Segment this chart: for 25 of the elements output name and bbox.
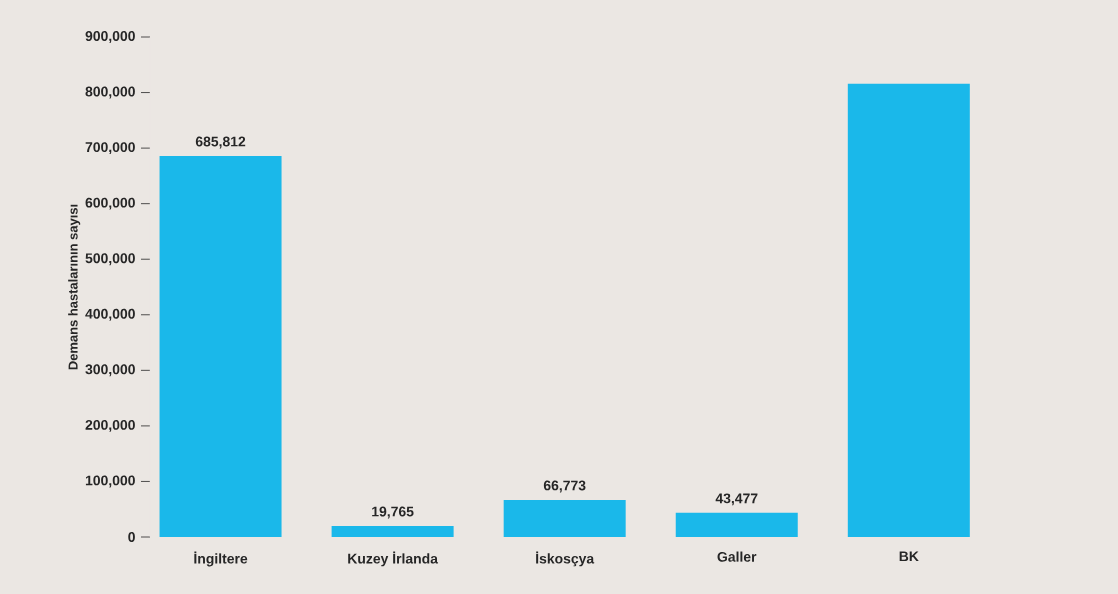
data-label: 43,477: [715, 493, 758, 506]
bar: [159, 155, 282, 537]
x-tick-label: İskosçya: [536, 551, 595, 567]
y-tick-label: 700,000: [85, 142, 135, 155]
y-tick-label: 500,000: [85, 253, 135, 266]
bar: [503, 499, 626, 537]
y-tick-label: 0: [128, 532, 135, 542]
bar: [847, 83, 970, 537]
data-label: 19,765: [372, 506, 414, 519]
x-tick-label: Galler: [717, 551, 757, 562]
y-tick-label: 900,000: [85, 31, 135, 43]
data-label: 66,773: [543, 480, 586, 493]
y-tick-label: 200,000: [85, 419, 135, 432]
x-tick-label: BK: [899, 551, 919, 562]
data-label: 685,812: [195, 136, 246, 149]
x-tick-label: İngiltere: [194, 551, 248, 567]
bar: [675, 512, 798, 537]
x-tick-label: Kuzey İrlanda: [348, 551, 439, 567]
y-tick-label: 400,000: [85, 308, 135, 321]
y-tick-label: 300,000: [85, 364, 135, 377]
y-tick-label: 800,000: [85, 86, 135, 99]
y-axis-title: Demans hastalarının sayısı: [68, 204, 81, 370]
bar: [331, 526, 454, 537]
y-tick-label: 600,000: [85, 197, 135, 210]
y-tick-label: 100,000: [85, 475, 135, 488]
